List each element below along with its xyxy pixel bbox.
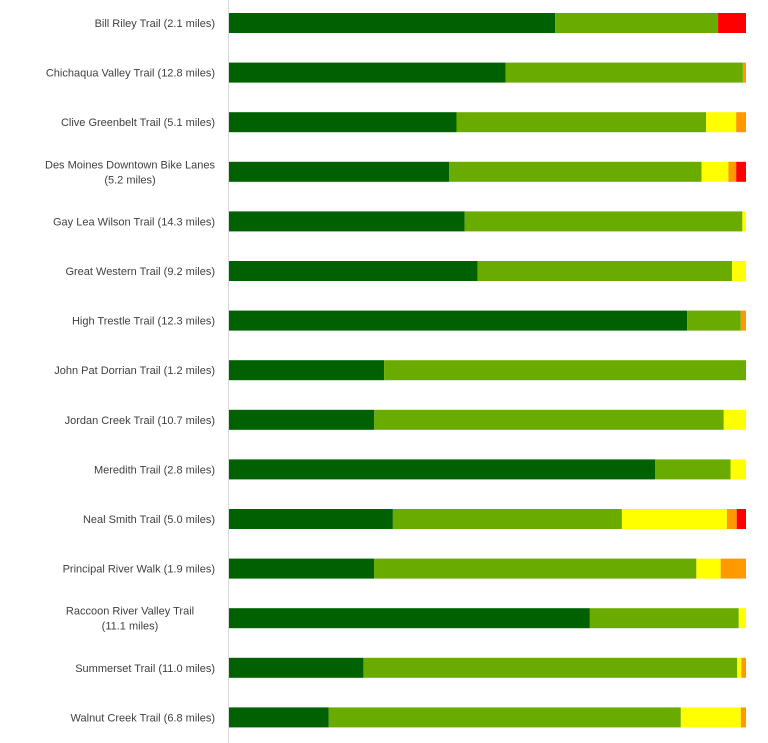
- bar-segment: [229, 310, 688, 331]
- bar-row: [229, 409, 746, 430]
- bar-segment: [621, 509, 727, 529]
- bar-segment: [742, 62, 746, 83]
- category-tick-label: Raccoon River Valley Trail: [66, 606, 194, 618]
- category-tick-label: (5.2 miles): [104, 174, 155, 186]
- bar-row: [229, 261, 746, 281]
- bar-row: [229, 608, 746, 629]
- bar-segment: [229, 211, 465, 232]
- bar-segment: [555, 13, 719, 33]
- bar-segment: [740, 707, 746, 728]
- bar-segment: [229, 13, 556, 33]
- bar-segment: [655, 459, 731, 480]
- bar-row: [229, 657, 746, 678]
- category-tick-label: Des Moines Downtown Bike Lanes: [45, 159, 215, 171]
- bar-segment: [737, 657, 742, 678]
- bar-row: [229, 62, 746, 83]
- bar-row: [229, 558, 746, 579]
- bar-segment: [449, 161, 702, 182]
- bar-segment: [738, 608, 746, 629]
- category-tick-label: Great Western Trail (9.2 miles): [65, 266, 215, 278]
- bar-segment: [229, 657, 364, 678]
- bar-segment: [728, 161, 737, 182]
- bar-row: [229, 161, 746, 182]
- category-tick-label: Neal Smith Trail (5.0 miles): [83, 514, 215, 526]
- category-tick-label: Bill Riley Trail (2.1 miles): [95, 18, 215, 30]
- bar-segment: [732, 261, 746, 281]
- bar-segment: [229, 558, 375, 579]
- bar-segment: [736, 112, 746, 133]
- bar-segment: [363, 657, 738, 678]
- bar-segment: [374, 558, 697, 579]
- category-tick-label: Jordan Creek Trail (10.7 miles): [65, 415, 215, 427]
- category-tick-label: Principal River Walk (1.9 miles): [63, 564, 215, 576]
- bar-row: [229, 310, 746, 331]
- bar-row: [229, 707, 746, 728]
- bar-segment: [374, 409, 724, 430]
- bar-segment: [229, 707, 329, 728]
- bar-segment: [477, 261, 733, 281]
- bar-segment: [229, 459, 656, 480]
- bar-segment: [736, 161, 746, 182]
- category-tick-label: John Pat Dorrian Trail (1.2 miles): [54, 365, 215, 377]
- bar-segment: [229, 261, 478, 281]
- bar-segment: [736, 509, 746, 529]
- bar-segment: [464, 211, 743, 232]
- bar-segment: [589, 608, 739, 629]
- bar-segment: [392, 509, 622, 529]
- bar-segment: [741, 657, 746, 678]
- bar-segment: [328, 707, 681, 728]
- bar-segment: [229, 360, 385, 381]
- bar-row: [229, 211, 746, 232]
- bar-row: [229, 360, 746, 381]
- bar-segment: [229, 112, 457, 133]
- category-labels: Bill Riley Trail (2.1 miles) Chichaqua Va…: [45, 18, 215, 724]
- bar-segment: [701, 161, 729, 182]
- category-tick-label: Clive Greenbelt Trail (5.1 miles): [61, 117, 215, 129]
- bar-segment: [384, 360, 746, 381]
- bar-row: [229, 459, 746, 480]
- bar-segment: [505, 62, 743, 83]
- bar-segment: [720, 558, 746, 579]
- bar-row: [229, 112, 746, 133]
- bar-segment: [229, 161, 450, 182]
- bar-segment: [730, 459, 746, 480]
- bar-segment: [706, 112, 737, 133]
- bar-row: [229, 13, 746, 33]
- category-tick-label: Gay Lea Wilson Trail (14.3 miles): [53, 216, 215, 228]
- bar-segment: [718, 13, 746, 33]
- category-tick-label: Chichaqua Valley Trail (12.8 miles): [46, 68, 215, 80]
- bar-segment: [456, 112, 707, 133]
- category-tick-label: Meredith Trail (2.8 miles): [94, 464, 215, 476]
- bar-segment: [726, 509, 737, 529]
- bar-segment: [740, 310, 746, 331]
- bar-row: [229, 509, 746, 529]
- bar-segment: [229, 409, 375, 430]
- bar-segment: [680, 707, 741, 728]
- bar-segment: [229, 509, 393, 529]
- category-tick-label: (11.1 miles): [102, 621, 159, 633]
- bar-segment: [723, 409, 746, 430]
- bar-segment: [696, 558, 721, 579]
- category-tick-label: Summerset Trail (11.0 miles): [75, 663, 215, 675]
- bar-segment: [742, 211, 746, 232]
- bar-segment: [687, 310, 741, 331]
- bar-segment: [229, 608, 590, 629]
- bar-segments: [229, 13, 746, 728]
- category-tick-label: Walnut Creek Trail (6.8 miles): [71, 712, 215, 724]
- category-tick-label: High Trestle Trail (12.3 miles): [72, 316, 215, 328]
- bar-segment: [229, 62, 506, 83]
